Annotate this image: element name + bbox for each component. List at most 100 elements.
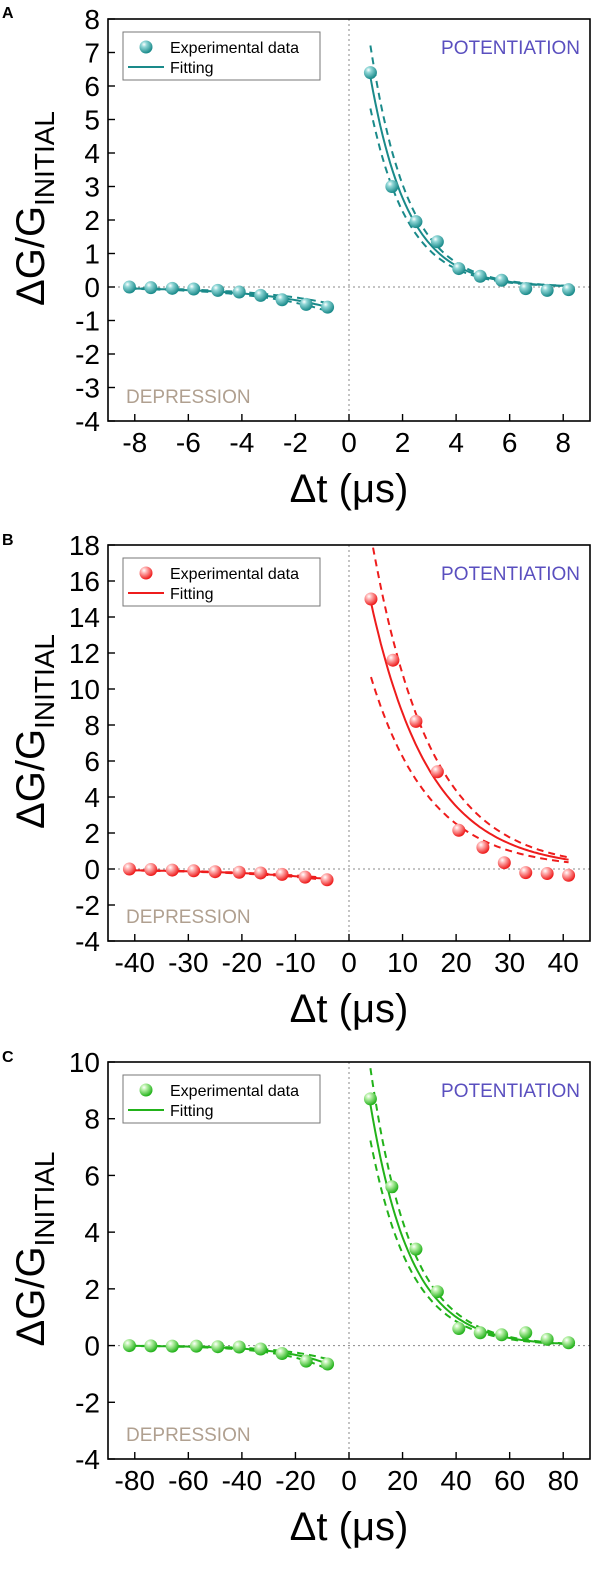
y-tick-label: 2 xyxy=(84,1274,100,1305)
potentiation-label: POTENTIATION xyxy=(441,1081,580,1102)
x-tick-label: -10 xyxy=(275,947,315,978)
data-point xyxy=(540,867,554,880)
x-tick-label: -20 xyxy=(222,947,262,978)
legend: Experimental data Fitting xyxy=(122,1074,321,1124)
data-point xyxy=(189,1339,203,1353)
x-axis-title: Δt (μs) xyxy=(290,987,409,1031)
y-tick-label: 5 xyxy=(84,105,100,136)
data-point xyxy=(187,864,201,878)
y-tick-label: 8 xyxy=(84,4,100,35)
y-tick-label: -4 xyxy=(75,406,100,437)
data-point xyxy=(519,866,533,880)
data-point xyxy=(495,1328,509,1342)
confidence-band-positive-1 xyxy=(369,108,569,288)
data-point xyxy=(409,714,423,728)
y-tick-label: 3 xyxy=(84,172,100,203)
y-tick-label: -2 xyxy=(75,1387,100,1418)
y-tick-label: 18 xyxy=(69,530,100,561)
depression-label: DEPRESSION xyxy=(126,387,251,408)
legend: Experimental data Fitting xyxy=(122,557,321,607)
y-axis-title-subscript: INITIAL xyxy=(29,634,60,729)
x-tick-label: -40 xyxy=(115,947,155,978)
y-tick-label: 0 xyxy=(84,854,100,885)
y-tick-label: 10 xyxy=(69,1047,100,1078)
y-axis-title: ΔG/GINITIAL xyxy=(9,111,60,306)
data-point xyxy=(211,1340,225,1354)
x-tick-label: 0 xyxy=(341,947,357,978)
x-tick-label: -20 xyxy=(275,1465,315,1496)
y-tick-label: -4 xyxy=(75,926,100,957)
legend-label-fit: Fitting xyxy=(170,586,214,603)
data-point xyxy=(321,300,335,314)
confidence-band-positive-2 xyxy=(369,45,569,287)
data-point xyxy=(409,1242,423,1256)
y-tick-label: -2 xyxy=(75,890,100,921)
x-tick-label: 20 xyxy=(387,1465,418,1496)
panel-letter: A xyxy=(2,5,14,22)
y-tick-label: 0 xyxy=(84,1331,100,1362)
data-point xyxy=(495,273,509,287)
data-point xyxy=(144,1339,158,1353)
data-point xyxy=(386,653,400,667)
y-axis-title-subscript: INITIAL xyxy=(29,111,60,206)
data-point xyxy=(254,1342,268,1356)
x-tick-label: 0 xyxy=(341,427,357,458)
y-tick-label: 2 xyxy=(84,205,100,236)
fit-line-positive xyxy=(369,76,569,287)
data-point xyxy=(519,1326,533,1340)
panel-letter: B xyxy=(2,532,14,549)
data-point xyxy=(299,297,313,311)
y-tick-label: 0 xyxy=(84,272,100,303)
y-axis-title: ΔG/GINITIAL xyxy=(9,1152,60,1347)
data-point xyxy=(364,592,378,606)
x-tick-label: -4 xyxy=(229,427,254,458)
data-point xyxy=(540,283,554,297)
data-point xyxy=(122,862,136,876)
data-point xyxy=(275,293,289,307)
x-tick-label: -30 xyxy=(168,947,208,978)
y-tick-label: 7 xyxy=(84,38,100,69)
x-tick-label: -2 xyxy=(283,427,308,458)
data-point xyxy=(298,870,312,884)
data-point xyxy=(452,262,466,276)
legend-label-fit: Fitting xyxy=(170,1103,214,1120)
x-tick-label: 20 xyxy=(441,947,472,978)
y-tick-label: 6 xyxy=(84,746,100,777)
y-tick-label: 12 xyxy=(69,638,100,669)
confidence-band-negative-2 xyxy=(129,287,328,305)
fit-curves xyxy=(129,545,569,881)
legend-marker-points xyxy=(139,1083,153,1097)
potentiation-label: POTENTIATION xyxy=(441,564,580,585)
data-point xyxy=(320,873,334,887)
data-point xyxy=(165,1339,179,1353)
fit-line-positive xyxy=(370,602,569,861)
legend-box xyxy=(122,557,321,607)
data-point xyxy=(363,1092,377,1106)
y-tick-label: 4 xyxy=(84,138,100,169)
panel-letter: C xyxy=(2,1049,14,1066)
y-tick-label: -4 xyxy=(75,1444,100,1475)
data-point xyxy=(165,281,179,295)
data-point xyxy=(476,840,490,854)
data-point xyxy=(519,282,533,296)
data-point xyxy=(562,283,576,297)
y-axis-title-subscript: INITIAL xyxy=(29,1152,60,1247)
data-point xyxy=(363,66,377,80)
y-tick-label: 4 xyxy=(84,1217,100,1248)
x-tick-label: 40 xyxy=(548,947,579,978)
x-axis-title: Δt (μs) xyxy=(290,467,409,511)
y-tick-label: 2 xyxy=(84,818,100,849)
potentiation-label: POTENTIATION xyxy=(441,38,580,59)
x-tick-label: 40 xyxy=(441,1465,472,1496)
legend-marker-points xyxy=(139,566,153,580)
data-point xyxy=(254,288,268,302)
legend-marker-points xyxy=(139,40,153,54)
data-point xyxy=(409,215,423,229)
legend: Experimental data Fitting xyxy=(122,31,321,81)
confidence-band-positive-2 xyxy=(369,1068,569,1345)
y-tick-label: -3 xyxy=(75,373,100,404)
x-tick-label: 8 xyxy=(555,427,571,458)
